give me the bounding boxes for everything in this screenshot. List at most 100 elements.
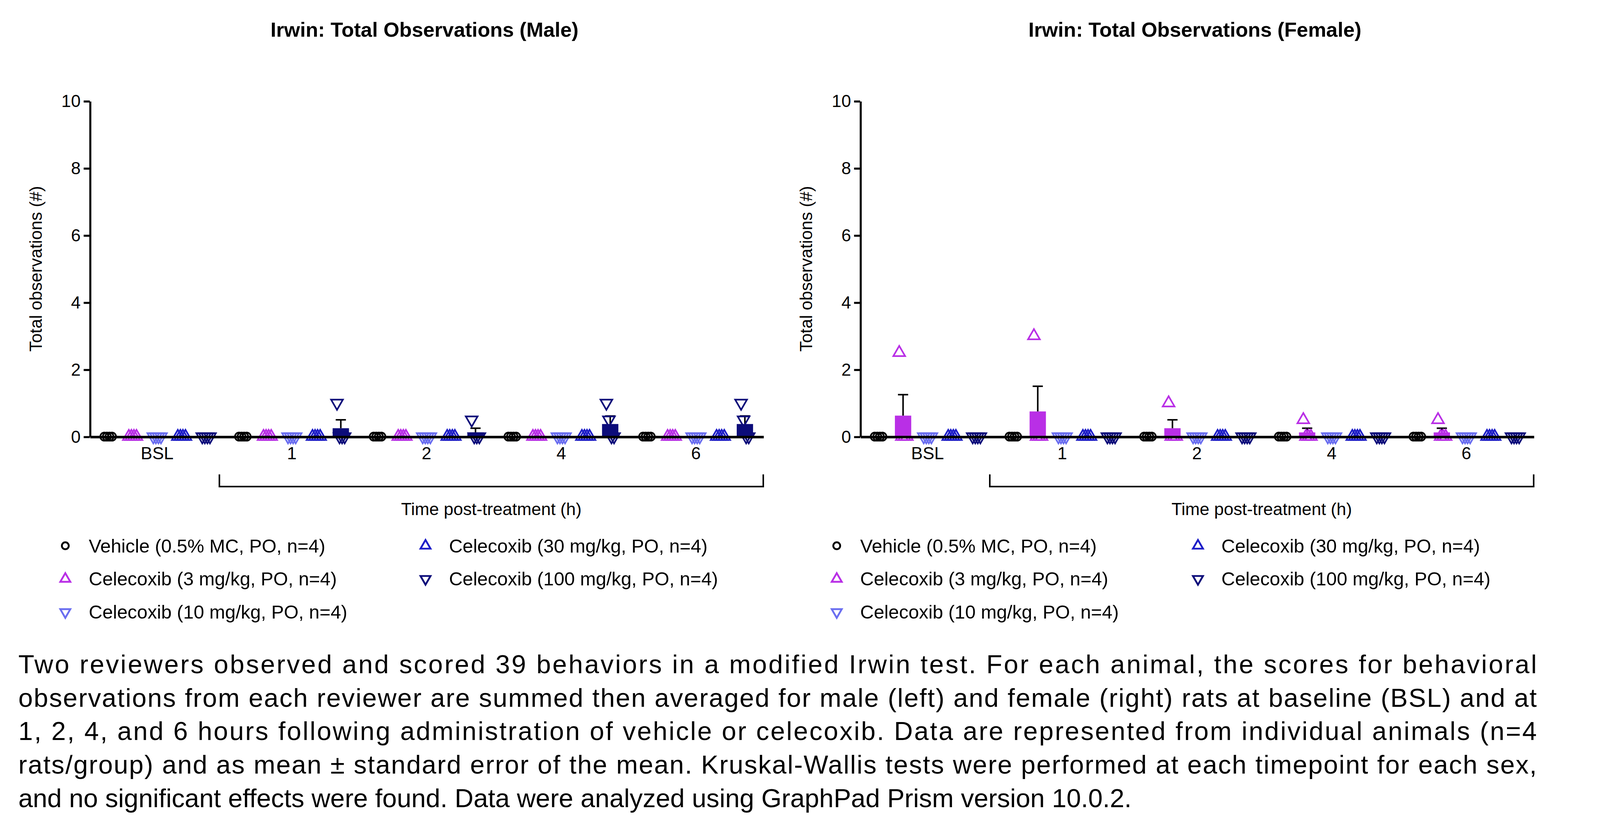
point <box>448 430 461 441</box>
error-cap <box>1167 419 1178 421</box>
x-tick-label: BSL <box>140 443 174 463</box>
legend-label: Vehicle (0.5% MC, PO, n=4) <box>88 535 326 557</box>
point <box>1219 430 1232 441</box>
y-axis-line <box>89 101 92 438</box>
legend-label: Celecoxib (30 mg/kg, PO, n=4) <box>1221 535 1481 557</box>
x-tick-label: 2 <box>421 443 432 463</box>
legend-label: Celecoxib (30 mg/kg, PO, n=4) <box>448 535 708 557</box>
y-tick: 8 <box>71 158 90 178</box>
legend: Vehicle (0.5% MC, PO, n=4)Celecoxib (3 m… <box>831 535 1491 624</box>
legend-item: Vehicle (0.5% MC, PO, n=4) <box>833 535 1097 557</box>
y-tick-label: 4 <box>71 292 81 313</box>
point <box>737 416 750 427</box>
error-bar <box>898 394 909 417</box>
point <box>901 430 913 441</box>
error-stem <box>340 419 342 429</box>
legend-item: Celecoxib (100 mg/kg, PO, n=4) <box>1192 568 1491 590</box>
point <box>1353 430 1366 441</box>
y-tick-label: 8 <box>841 158 852 178</box>
legend-marker <box>833 542 841 550</box>
bracket <box>989 474 1534 487</box>
legend-marker <box>60 573 71 583</box>
y-axis: 0 2 4 6 8 10 <box>61 91 91 447</box>
x-tick: BSL <box>911 436 945 463</box>
legend-item: Vehicle (0.5% MC, PO, n=4) <box>61 535 325 557</box>
legend-marker <box>420 576 431 585</box>
x-tick: 2 <box>421 436 432 463</box>
y-tick: 2 <box>841 360 861 380</box>
y-tick-label: 8 <box>71 158 81 178</box>
legend-label: Celecoxib (100 mg/kg, PO, n=4) <box>448 568 718 590</box>
caption-line: rats/group) and as mean ± standard error… <box>18 750 1537 780</box>
legend-item: Celecoxib (3 mg/kg, PO, n=4) <box>60 568 337 590</box>
plot-area <box>870 329 1525 444</box>
error-cap <box>1032 385 1043 388</box>
y-tick: 8 <box>841 158 861 178</box>
point <box>331 399 343 410</box>
y-axis-line <box>859 101 862 438</box>
y-tick: 2 <box>71 360 90 380</box>
legend-label: Vehicle (0.5% MC, PO, n=4) <box>860 535 1097 557</box>
legend-marker <box>420 540 431 549</box>
point <box>1488 430 1501 441</box>
x-tick-label: 4 <box>1326 443 1337 463</box>
x-axis-title: Time post-treatment (h) <box>1171 499 1352 519</box>
point <box>1297 413 1309 424</box>
y-tick-mark <box>853 234 861 237</box>
legend-item: Celecoxib (100 mg/kg, PO, n=4) <box>420 568 718 590</box>
y-tick-mark <box>83 167 90 170</box>
caption-line: Two reviewers observed and scored 39 beh… <box>18 650 1537 679</box>
y-tick-mark <box>853 369 861 372</box>
x-tick-label: 6 <box>691 443 701 463</box>
point <box>465 416 478 427</box>
caption-line: 1, 2, 4, and 6 hours following administr… <box>18 716 1537 746</box>
point <box>534 430 547 441</box>
y-axis-title: Total observations (#) <box>26 185 46 352</box>
y-tick-label: 6 <box>71 225 81 245</box>
x-tick-label: 4 <box>556 443 567 463</box>
y-tick-label: 0 <box>841 427 852 447</box>
y-tick: 10 <box>61 91 90 111</box>
point <box>1305 430 1317 441</box>
x-tick: BSL <box>140 436 174 463</box>
y-tick-mark <box>83 436 90 439</box>
legend-marker <box>831 609 842 618</box>
x-axis-line <box>90 435 764 439</box>
legend-item: Celecoxib (10 mg/kg, PO, n=4) <box>60 601 348 623</box>
point <box>1035 430 1048 441</box>
y-tick: 0 <box>71 427 90 447</box>
y-axis: 0246810 <box>831 91 861 447</box>
point <box>1084 430 1097 441</box>
y-tick-label: 10 <box>61 91 81 111</box>
legend-marker <box>1192 540 1204 549</box>
point <box>314 430 326 441</box>
x-tick: 1 <box>1057 436 1068 463</box>
error-stem <box>1171 419 1174 429</box>
x-tick-label: 1 <box>287 443 297 463</box>
error-bar <box>335 419 346 429</box>
y-tick-mark <box>853 167 861 170</box>
point <box>600 399 613 410</box>
y-tick-mark <box>853 100 861 103</box>
legend-marker <box>1192 576 1204 585</box>
legend: Vehicle (0.5% MC, PO, n=4) Celecoxib (3 m… <box>60 535 718 624</box>
error-bar <box>1167 419 1178 429</box>
x-tick-label: 2 <box>1192 443 1202 463</box>
y-tick: 6 <box>71 225 90 245</box>
y-tick: 0 <box>841 427 861 447</box>
chart-canvas: Irwin: Total Observations (Male)Total ob… <box>0 0 1600 831</box>
point <box>603 416 615 427</box>
legend-marker <box>831 573 842 583</box>
point <box>893 346 906 357</box>
legend-label: Celecoxib (10 mg/kg, PO, n=4) <box>860 601 1119 623</box>
point <box>1170 430 1183 441</box>
x-axis: BSL1246 <box>860 436 1534 463</box>
x-tick: 4 <box>556 436 567 463</box>
y-tick-mark <box>83 301 90 304</box>
y-tick-label: 0 <box>71 427 81 447</box>
panel: Irwin: Total Observations (Female)Total … <box>796 18 1534 623</box>
y-tick-mark <box>853 301 861 304</box>
y-tick: 4 <box>841 292 861 313</box>
point <box>1432 413 1444 424</box>
y-axis-title: Total observations (#) <box>796 185 816 352</box>
